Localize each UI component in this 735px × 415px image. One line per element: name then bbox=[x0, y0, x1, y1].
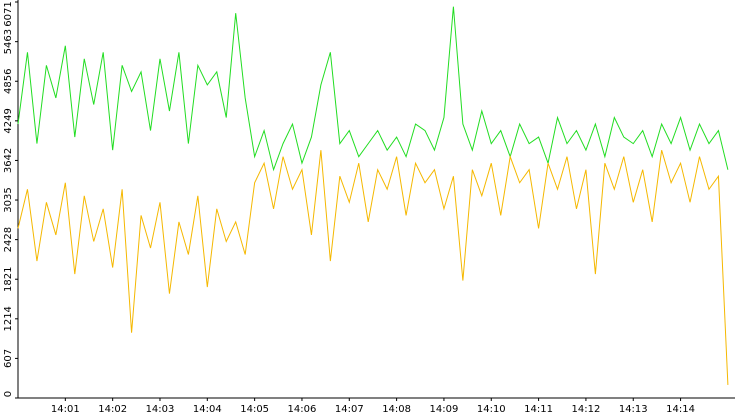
y-tick-label: 5463 bbox=[3, 29, 14, 54]
series-line bbox=[17, 6, 729, 172]
series-line bbox=[17, 149, 729, 385]
x-tick-label: 14:03 bbox=[146, 404, 175, 415]
y-tick-label: 4249 bbox=[3, 108, 14, 133]
y-tick-label: 3642 bbox=[3, 148, 14, 173]
x-tick-label: 14:14 bbox=[666, 404, 695, 415]
x-tick-label: 14:06 bbox=[288, 404, 317, 415]
x-tick-label: 14:12 bbox=[572, 404, 601, 415]
x-tick-label: 14:13 bbox=[619, 404, 648, 415]
y-tick-label: 3035 bbox=[3, 187, 14, 212]
y-tick-label: 4856 bbox=[3, 69, 14, 94]
y-tick-label: 6071 bbox=[3, 1, 14, 26]
x-tick-label: 14:02 bbox=[98, 404, 127, 415]
x-tick-label: 14:11 bbox=[524, 404, 553, 415]
y-tick-label: 1214 bbox=[3, 306, 14, 331]
x-tick-label: 14:04 bbox=[193, 404, 222, 415]
y-tick-label: 2428 bbox=[3, 227, 14, 252]
x-tick-label: 14:05 bbox=[240, 404, 269, 415]
y-tick-label: 607 bbox=[3, 349, 14, 368]
y-tick-label: 1821 bbox=[3, 266, 14, 291]
x-tick-label: 14:09 bbox=[430, 404, 459, 415]
x-tick-label: 14:01 bbox=[51, 404, 80, 415]
y-tick-label: 0 bbox=[3, 391, 14, 397]
x-tick-label: 14:10 bbox=[477, 404, 506, 415]
x-tick-label: 14:08 bbox=[382, 404, 411, 415]
x-tick-label: 14:07 bbox=[335, 404, 364, 415]
